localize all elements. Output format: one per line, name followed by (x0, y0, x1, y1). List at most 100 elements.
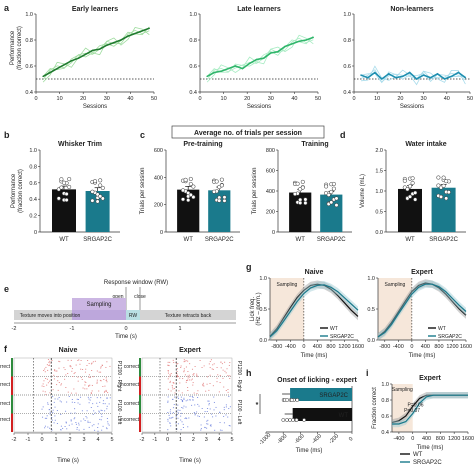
lick-tick (66, 428, 68, 430)
lick-tick (221, 429, 223, 431)
lick-tick (53, 374, 55, 376)
data-point (312, 36, 314, 39)
lick-tick (88, 363, 90, 365)
sem-band (270, 280, 358, 340)
lick-tick (229, 375, 231, 377)
lick-tick (209, 408, 211, 410)
x-tick-label: 20 (244, 96, 250, 102)
lick-tick (224, 361, 226, 363)
individual-dot (212, 189, 217, 194)
lick-tick (74, 417, 76, 419)
e-retracts-label: Texture retracts back (165, 313, 212, 319)
lick-tick (83, 428, 85, 430)
x-tick-label: -400 (311, 433, 323, 445)
lick-tick (208, 389, 210, 391)
lick-tick (206, 376, 209, 378)
lick-tick (98, 371, 100, 373)
lick-tick (58, 360, 60, 362)
lick-tick (171, 385, 173, 386)
lick-tick (209, 367, 211, 369)
e-tick: -1 (70, 326, 75, 332)
raster-x-tick-label: 4 (96, 437, 99, 443)
data-point (84, 53, 87, 55)
data-point (422, 74, 425, 76)
lick-rasters: Naive Expert -2 -1 0 1 2 3 4 5 -2 -1 0 1 2 3 4 5 corre… (0, 347, 242, 464)
lick-tick (57, 376, 59, 378)
lick-tick (180, 399, 182, 400)
lick-tick (193, 374, 195, 376)
individual-dot (288, 418, 292, 422)
a-ylabel-2: (fraction correct) (17, 26, 23, 70)
lick-tick (97, 427, 99, 428)
lick-tick (169, 380, 171, 382)
lick-tick (181, 392, 183, 394)
individual-trace (360, 65, 466, 86)
lick-tick (187, 399, 189, 401)
lick-tick (45, 393, 47, 395)
data-point (284, 45, 286, 48)
lick-tick (58, 367, 60, 369)
lick-tick (219, 382, 221, 384)
lick-tick (46, 415, 48, 417)
y-tick-label: 0.8 (381, 398, 389, 404)
data-point (248, 62, 251, 65)
chart-title: Expert (411, 269, 433, 276)
lick-tick (213, 409, 215, 411)
data-point (127, 35, 129, 37)
data-point (49, 71, 51, 74)
y-tick-label: 0.8 (29, 164, 37, 170)
lick-tick (105, 390, 107, 392)
lick-tick (97, 430, 99, 432)
y-tick-label: 1.0 (189, 12, 197, 18)
lick-tick (172, 359, 174, 361)
lick-tick (212, 368, 214, 370)
lick-tick (74, 408, 76, 410)
lick-tick (209, 383, 211, 384)
data-point (374, 71, 376, 74)
lick-tick (52, 409, 54, 411)
lick-tick (68, 424, 70, 426)
lick-tick (45, 378, 47, 379)
y-tick-label: 0 (160, 230, 163, 236)
lick-tick (77, 380, 79, 382)
lick-tick (73, 388, 75, 390)
lick-tick (88, 402, 90, 404)
individual-dot (331, 186, 336, 191)
lick-tick (101, 410, 103, 412)
lick-tick (228, 408, 230, 410)
individual-dot (444, 196, 449, 201)
individual-dot (405, 187, 410, 192)
panel-label-c: c (140, 130, 145, 140)
individual-dot (413, 190, 418, 195)
lick-tick (67, 359, 69, 361)
individual-dot (294, 418, 299, 422)
x-tick-label: 1600 (352, 344, 364, 350)
raster-x-tick-label: 3 (205, 437, 208, 443)
lick-tick (177, 417, 179, 419)
lick-tick (176, 368, 178, 370)
i-chart: Sampling 0.4 0.6 0.8 1.0 -400 0 400 800 1200 1600 E… (372, 375, 474, 466)
lick-tick (60, 384, 62, 386)
x-tick-label: 800 (436, 436, 445, 442)
lick-tick (106, 398, 108, 399)
lick-tick (64, 378, 66, 380)
lick-tick (223, 409, 225, 411)
lick-tick (227, 391, 229, 393)
y-tick-label: 400 (266, 189, 275, 195)
lick-tick (52, 389, 54, 391)
x-tick-label: -400 (285, 344, 296, 350)
individual-dot (98, 178, 103, 183)
lick-tick (187, 360, 189, 362)
x-tick-label: 400 (421, 344, 430, 350)
lick-tick (191, 368, 194, 370)
f-row-label: correct (0, 364, 11, 370)
lick-tick (84, 420, 86, 421)
lick-tick (60, 401, 62, 403)
lick-tick (194, 414, 196, 416)
lick-tick (77, 376, 79, 378)
lick-tick (167, 364, 169, 366)
lick-tick (77, 399, 79, 401)
data-point (99, 48, 101, 50)
y-axis-label: Performance (11, 173, 17, 208)
lick-tick (47, 382, 49, 384)
